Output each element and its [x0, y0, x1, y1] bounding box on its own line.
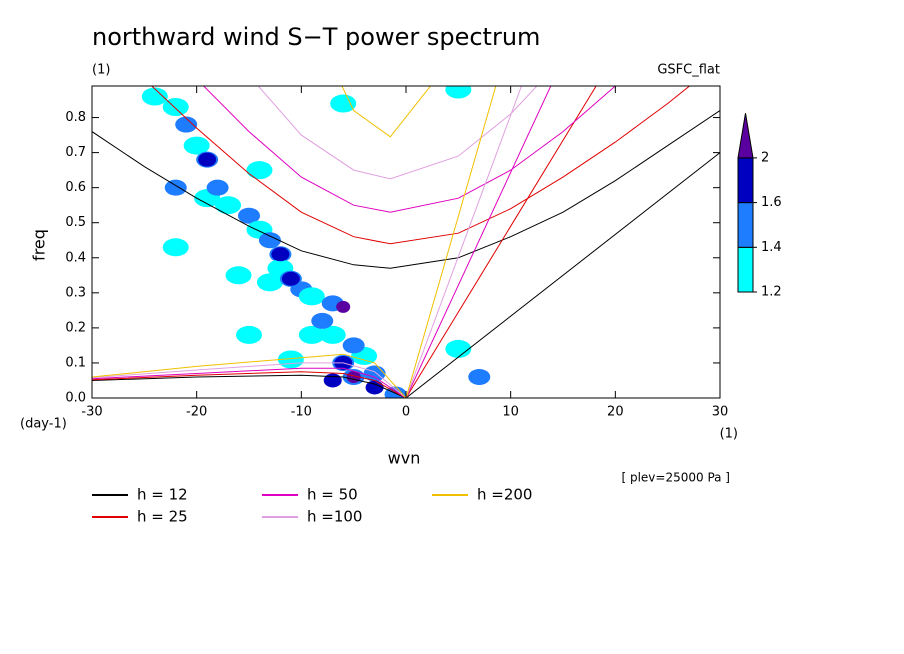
shaded-cell	[183, 136, 210, 155]
legend-label: h = 12	[137, 486, 188, 504]
y-tick-label: 0.2	[65, 320, 86, 335]
colorbar-box	[737, 157, 754, 204]
colorbar-label: 2	[761, 150, 769, 165]
colorbar-arrow	[737, 113, 754, 159]
y-tick-label: 0.8	[65, 110, 86, 125]
shaded-cell	[238, 207, 260, 224]
shaded-cell	[336, 300, 351, 313]
x-tick-label: 30	[712, 405, 729, 420]
y-tick-label: 0.7	[65, 145, 86, 160]
shaded-cell	[319, 325, 346, 344]
legend-label: h = 25	[137, 508, 188, 526]
shaded-cell	[162, 238, 189, 257]
shaded-cell	[246, 161, 273, 180]
shaded-cell	[271, 247, 290, 262]
y-tick-label: 0.3	[65, 285, 86, 300]
colorbar-box	[737, 202, 754, 248]
shaded-cell	[298, 287, 325, 306]
shaded-cell	[215, 196, 242, 215]
source-label: GSFC_flat	[657, 63, 720, 78]
y-axis-label: freq	[30, 229, 49, 261]
curves	[92, 86, 720, 398]
shaded-cell	[256, 273, 283, 292]
colorbar-box	[737, 246, 754, 293]
shaded-cell	[330, 94, 357, 113]
y-tick-label: 0.0	[65, 391, 86, 406]
shading	[141, 86, 491, 398]
shaded-cell	[311, 312, 334, 329]
subtitle: (1)	[92, 63, 110, 78]
shaded-cell	[445, 86, 472, 99]
shaded-cell	[258, 232, 281, 249]
shaded-cell	[342, 337, 365, 354]
y-tick-label: 0.6	[65, 180, 86, 195]
x-tick-label: 10	[502, 405, 519, 420]
legend-label: h = 50	[307, 486, 358, 504]
x-tick-label: 0	[402, 405, 410, 420]
y-tick-label: 0.1	[65, 355, 86, 370]
shaded-cell	[206, 179, 229, 196]
chart-title: northward wind S−T power spectrum	[92, 23, 540, 51]
y-tick-label: 0.5	[65, 215, 86, 230]
x-unit: (1)	[720, 427, 738, 442]
shaded-cell	[175, 116, 198, 133]
x-tick-label: 20	[607, 405, 624, 420]
legend-label: h =100	[307, 508, 362, 526]
shaded-cell	[198, 152, 217, 167]
shaded-cell	[365, 380, 384, 395]
curve	[92, 86, 691, 398]
colorbar-label: 1.4	[761, 240, 782, 255]
x-tick-label: -30	[81, 405, 102, 420]
y-tick-label: 0.4	[65, 250, 86, 265]
shaded-cell	[445, 339, 472, 358]
x-axis-label: wvn	[388, 449, 421, 468]
x-tick-label: -10	[291, 405, 312, 420]
curve	[92, 86, 617, 398]
colorbar-label: 1.2	[761, 285, 782, 300]
legend-label: h =200	[477, 486, 532, 504]
shaded-cell	[468, 368, 491, 385]
annotation: [ plev=25000 Pa ]	[621, 471, 730, 485]
curve	[92, 86, 497, 398]
y-unit: (day-1)	[20, 417, 67, 432]
colorbar-label: 1.6	[761, 195, 782, 210]
curve	[92, 110, 720, 398]
shaded-cell	[141, 87, 168, 106]
shaded-cell	[162, 98, 189, 117]
shaded-cell	[298, 325, 325, 344]
shaded-cell	[225, 266, 252, 285]
x-tick-label: -20	[186, 405, 207, 420]
curve	[92, 86, 538, 398]
shaded-cell	[236, 325, 262, 344]
shaded-cell	[281, 271, 300, 286]
shaded-cell	[164, 179, 187, 196]
shaded-cell	[323, 373, 342, 388]
